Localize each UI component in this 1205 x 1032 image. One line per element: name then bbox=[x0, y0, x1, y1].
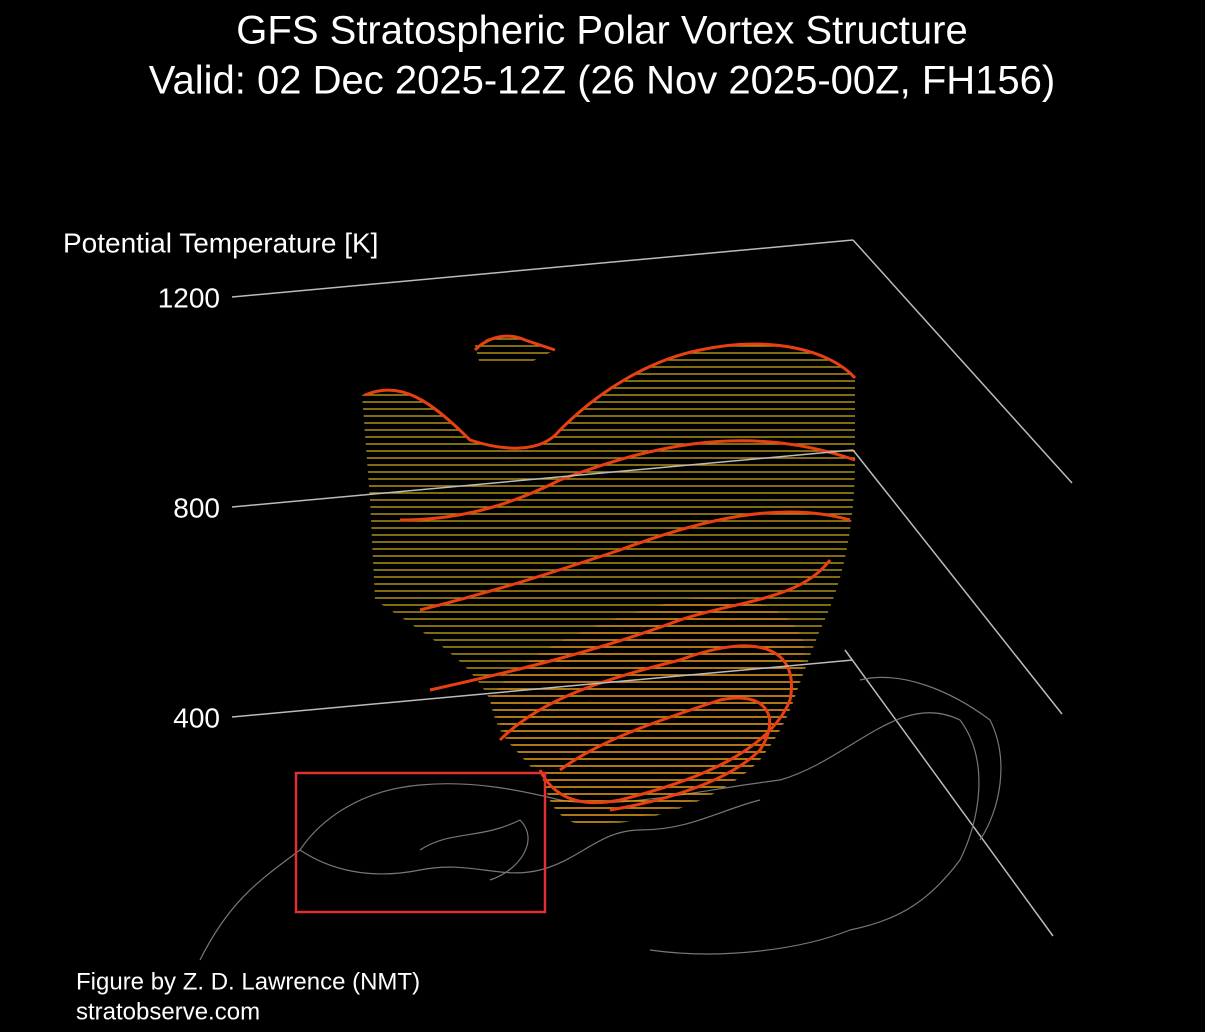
credit: Figure by Z. D. Lawrence (NMT) bbox=[76, 968, 420, 995]
tick-line bbox=[231, 449, 854, 508]
tick-line bbox=[231, 239, 854, 298]
floor-map bbox=[199, 676, 1002, 961]
highlight-box bbox=[294, 771, 547, 914]
chart-subtitle: Valid: 02 Dec 2025-12Z (26 Nov 2025-00Z,… bbox=[149, 59, 1055, 103]
website: stratobserve.com bbox=[76, 998, 260, 1025]
frame bbox=[844, 239, 1073, 937]
y-tick-label: 400 bbox=[173, 702, 220, 733]
tick-line bbox=[231, 659, 854, 718]
y-tick-label: 1200 bbox=[158, 282, 220, 313]
y-tick-label: 800 bbox=[173, 492, 220, 523]
vortex bbox=[362, 334, 857, 826]
y-axis-label: Potential Temperature [K] bbox=[63, 227, 378, 258]
chart-title: GFS Stratospheric Polar Vortex Structure bbox=[236, 9, 967, 53]
